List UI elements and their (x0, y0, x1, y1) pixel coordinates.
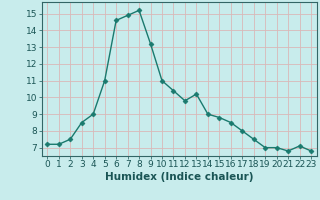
X-axis label: Humidex (Indice chaleur): Humidex (Indice chaleur) (105, 172, 253, 182)
